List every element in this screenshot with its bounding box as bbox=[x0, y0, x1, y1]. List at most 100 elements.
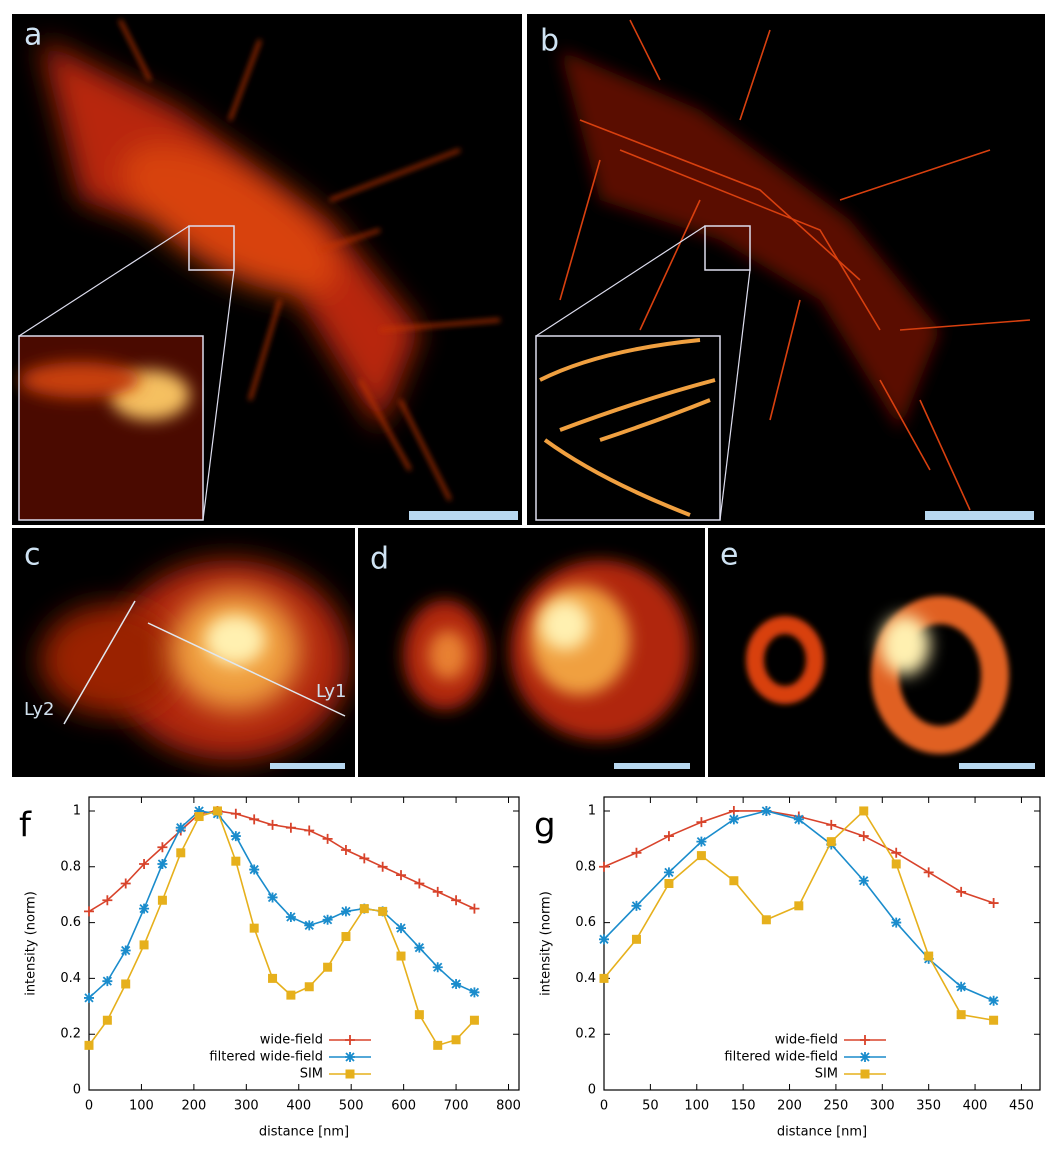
marker bbox=[194, 812, 204, 822]
marker bbox=[249, 864, 260, 875]
marker bbox=[631, 934, 641, 944]
marker bbox=[860, 1035, 870, 1045]
marker bbox=[340, 845, 351, 856]
x-tick-label: 150 bbox=[731, 1099, 756, 1114]
y-tick-label: 0.2 bbox=[575, 1027, 596, 1042]
marker bbox=[663, 831, 674, 842]
marker bbox=[451, 895, 462, 906]
panel-label: d bbox=[370, 542, 389, 577]
chart-label: f bbox=[19, 806, 32, 846]
marker bbox=[120, 945, 131, 956]
marker bbox=[761, 805, 772, 816]
marker bbox=[956, 981, 967, 992]
marker bbox=[341, 932, 351, 942]
x-tick-label: 400 bbox=[286, 1099, 311, 1114]
marker bbox=[923, 867, 934, 878]
marker bbox=[989, 1015, 999, 1025]
y-tick-label: 0.6 bbox=[60, 915, 81, 930]
marker bbox=[340, 906, 351, 917]
marker bbox=[285, 911, 296, 922]
marker bbox=[414, 878, 425, 889]
x-tick-label: 800 bbox=[496, 1099, 521, 1114]
series-line bbox=[88, 810, 475, 913]
x-tick-label: 300 bbox=[870, 1099, 895, 1114]
panel-label: a bbox=[24, 18, 42, 53]
marker bbox=[858, 831, 869, 842]
marker bbox=[469, 987, 480, 998]
marker bbox=[120, 878, 131, 889]
marker bbox=[304, 982, 314, 992]
marker bbox=[396, 923, 407, 934]
marker bbox=[728, 814, 739, 825]
x-tick-label: 50 bbox=[642, 1099, 659, 1114]
y-tick-label: 0.8 bbox=[60, 859, 81, 874]
marker bbox=[663, 867, 674, 878]
legend-label: filtered wide-field bbox=[209, 1050, 323, 1065]
x-axis-label: distance [nm] bbox=[777, 1125, 867, 1140]
marker bbox=[359, 904, 369, 914]
marker bbox=[451, 1035, 461, 1045]
marker bbox=[231, 856, 241, 866]
marker bbox=[469, 1015, 479, 1025]
marker bbox=[729, 876, 739, 886]
image-a bbox=[12, 14, 522, 525]
marker bbox=[860, 1052, 870, 1062]
legend-label: SIM bbox=[815, 1067, 838, 1082]
marker bbox=[858, 875, 869, 886]
marker bbox=[102, 895, 113, 906]
series-line bbox=[603, 809, 994, 1022]
x-tick-label: 700 bbox=[444, 1099, 469, 1114]
marker bbox=[157, 858, 168, 869]
marker bbox=[599, 973, 609, 983]
marker bbox=[268, 973, 278, 983]
legend-label: SIM bbox=[300, 1067, 323, 1082]
marker bbox=[345, 1069, 355, 1079]
marker bbox=[304, 825, 315, 836]
marker bbox=[396, 951, 406, 961]
x-tick-label: 200 bbox=[181, 1099, 206, 1114]
legend-label: filtered wide-field bbox=[724, 1050, 838, 1065]
marker bbox=[194, 805, 205, 816]
marker bbox=[230, 831, 241, 842]
marker bbox=[432, 962, 443, 973]
marker bbox=[924, 951, 934, 961]
marker bbox=[988, 995, 999, 1006]
x-tick-label: 500 bbox=[339, 1099, 364, 1114]
marker bbox=[267, 892, 278, 903]
marker bbox=[396, 870, 407, 881]
plot-frame bbox=[88, 796, 520, 1091]
chart-label: g bbox=[534, 806, 556, 846]
image-e bbox=[708, 528, 1045, 777]
marker bbox=[139, 940, 149, 950]
marker bbox=[826, 819, 837, 830]
marker bbox=[956, 886, 967, 897]
marker bbox=[267, 819, 278, 830]
x-tick-label: 250 bbox=[824, 1099, 849, 1114]
x-tick-label: 600 bbox=[391, 1099, 416, 1114]
marker bbox=[285, 822, 296, 833]
marker bbox=[121, 979, 131, 989]
y-tick-label: 0 bbox=[588, 1083, 596, 1098]
y-axis-label: intensity (norm) bbox=[24, 891, 39, 996]
marker bbox=[345, 1052, 355, 1062]
marker bbox=[599, 934, 609, 945]
marker bbox=[230, 808, 241, 819]
marker bbox=[859, 806, 869, 816]
x-tick-label: 100 bbox=[684, 1099, 709, 1114]
x-tick-label: 450 bbox=[1009, 1099, 1034, 1114]
x-tick-label: 0 bbox=[85, 1099, 93, 1114]
marker bbox=[175, 822, 186, 833]
x-axis-label: distance [nm] bbox=[259, 1125, 349, 1140]
y-tick-label: 0.6 bbox=[575, 915, 596, 930]
line-label: Ly2 bbox=[24, 699, 54, 720]
panel-label: e bbox=[720, 538, 738, 573]
series-line bbox=[603, 810, 994, 904]
marker bbox=[359, 853, 370, 864]
panel-label: b bbox=[540, 24, 559, 59]
marker bbox=[631, 847, 642, 858]
marker bbox=[157, 895, 167, 905]
image-c bbox=[12, 528, 355, 777]
marker bbox=[988, 898, 999, 909]
marker bbox=[102, 1015, 112, 1025]
marker bbox=[322, 914, 333, 925]
